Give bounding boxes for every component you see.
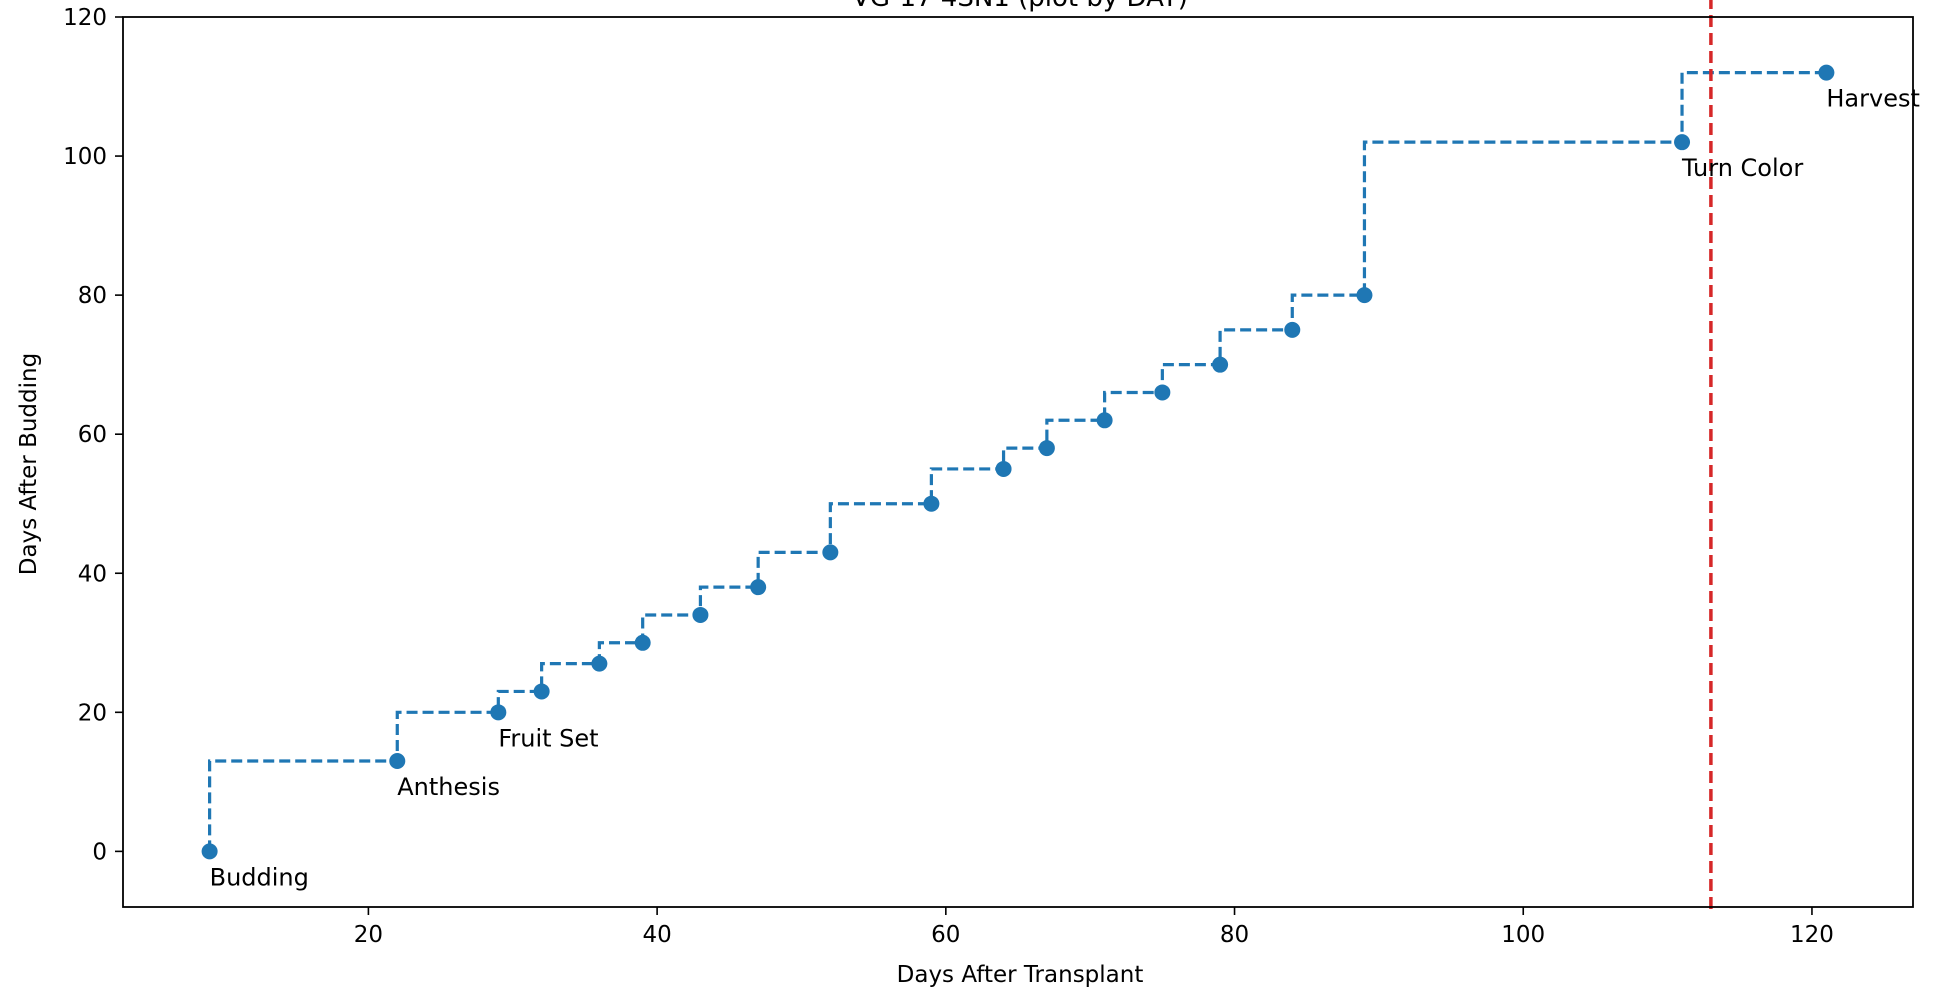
axes-frame bbox=[122, 16, 1914, 908]
point-label-1: Anthesis bbox=[397, 773, 500, 801]
data-point-14 bbox=[1212, 356, 1229, 373]
data-point-10 bbox=[995, 460, 1012, 477]
data-point-4 bbox=[591, 655, 608, 672]
series-step-line bbox=[208, 71, 1827, 852]
y-tick-label-40: 40 bbox=[78, 561, 107, 587]
x-tick-label-100: 100 bbox=[1501, 922, 1545, 948]
data-point-2 bbox=[490, 704, 507, 721]
x-tick-label-80: 80 bbox=[1220, 922, 1249, 948]
x-tick-label-60: 60 bbox=[931, 922, 960, 948]
data-point-1 bbox=[389, 752, 406, 769]
y-tick-label-20: 20 bbox=[78, 700, 107, 726]
point-label-17: Turn Color bbox=[1681, 154, 1803, 182]
data-point-15 bbox=[1284, 321, 1301, 338]
data-point-16 bbox=[1356, 287, 1373, 304]
data-point-11 bbox=[1038, 440, 1055, 457]
data-point-9 bbox=[923, 495, 940, 512]
data-point-8 bbox=[822, 544, 839, 561]
y-tick-label-100: 100 bbox=[63, 144, 107, 170]
data-point-7 bbox=[750, 579, 767, 596]
y-axis-label: Days After Budding bbox=[16, 353, 42, 575]
x-tick-label-120: 120 bbox=[1790, 922, 1834, 948]
data-point-6 bbox=[692, 606, 709, 623]
axes-layer: 20 40 60 80 100 120 0 20 40 60 80 100 120 bbox=[63, 5, 1914, 948]
y-tick-label-60: 60 bbox=[78, 422, 107, 448]
data-point-5 bbox=[634, 634, 651, 651]
y-tick-label-80: 80 bbox=[78, 283, 107, 309]
point-label-18: Harvest bbox=[1826, 85, 1920, 113]
data-point-3 bbox=[533, 683, 550, 700]
data-point-18 bbox=[1818, 64, 1835, 81]
data-point-13 bbox=[1154, 384, 1171, 401]
plot-area bbox=[201, 64, 1835, 860]
data-point-12 bbox=[1096, 412, 1113, 429]
plot-layer: Budding Anthesis Fruit Set Turn Color Harves… bbox=[201, 0, 1920, 912]
point-label-0: Budding bbox=[210, 863, 309, 891]
chart-title: VG-17 4SN1 (plot by DAT) bbox=[852, 0, 1188, 13]
data-point-17 bbox=[1674, 134, 1691, 151]
x-axis-label: Days After Transplant bbox=[897, 962, 1144, 988]
y-tick-label-120: 120 bbox=[63, 5, 107, 31]
data-point-0 bbox=[201, 843, 218, 860]
x-tick-label-20: 20 bbox=[354, 922, 383, 948]
point-label-2: Fruit Set bbox=[498, 724, 598, 752]
x-tick-label-40: 40 bbox=[642, 922, 671, 948]
y-tick-label-0: 0 bbox=[92, 839, 107, 865]
